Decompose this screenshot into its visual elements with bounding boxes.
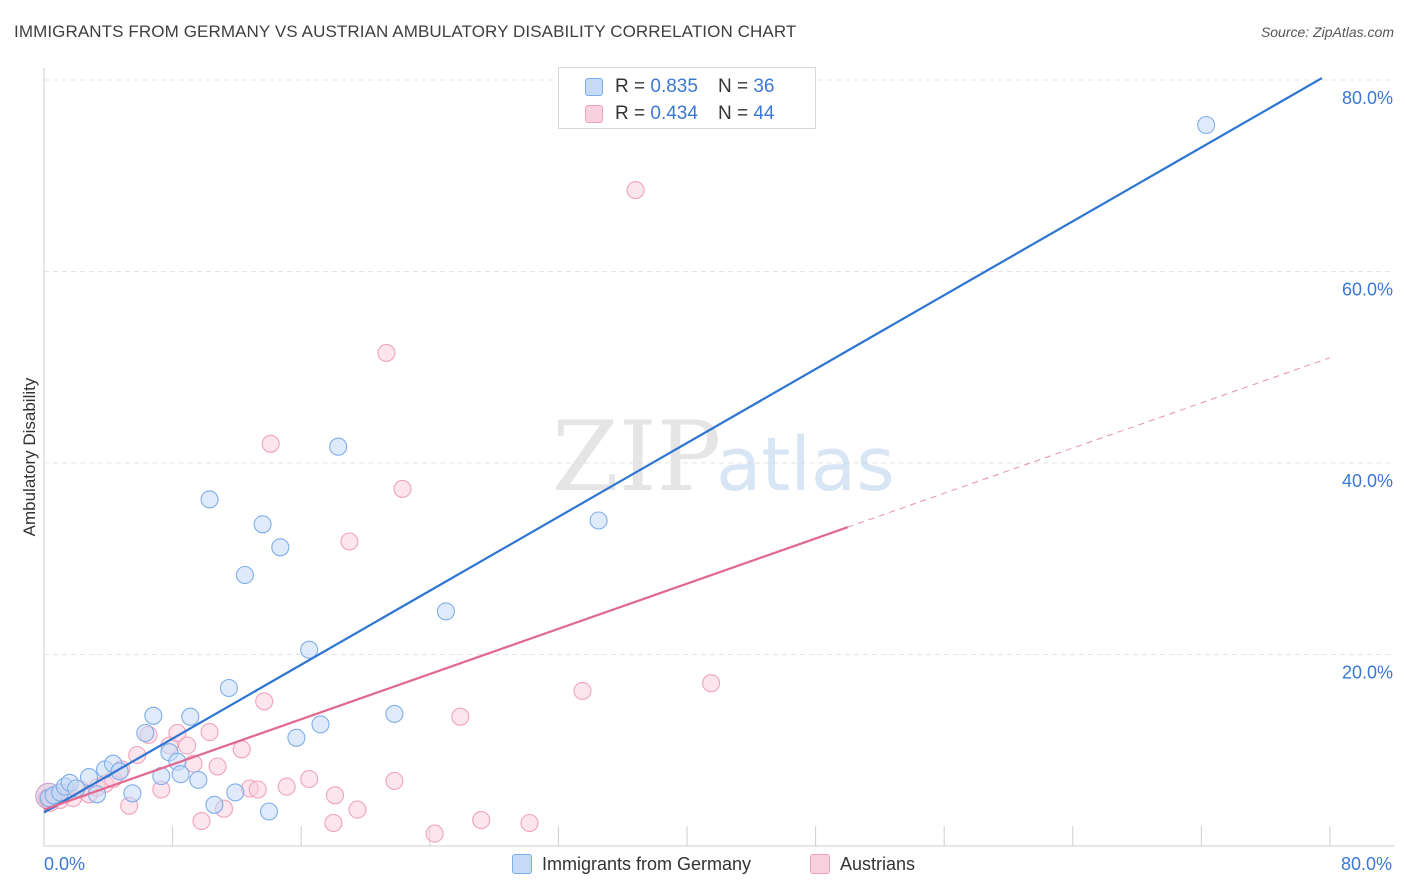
legend-label-austrians: Austrians (840, 853, 916, 874)
scatter-point (261, 434, 280, 453)
scatter-point (436, 602, 455, 621)
scatter-point (178, 736, 197, 755)
scatter-point (219, 678, 238, 698)
scatter-point (393, 479, 412, 498)
legend-r-label: R = (615, 76, 646, 97)
scatter-point (271, 538, 290, 557)
series-germany-points (39, 115, 1216, 821)
legend-item-germany[interactable]: Immigrants from Germany (512, 850, 751, 878)
scatter-point (255, 692, 274, 711)
watermark-zip: ZIP (552, 401, 721, 513)
scatter-point (259, 802, 279, 821)
y-tick-label: 60.0% (1342, 280, 1393, 300)
scatter-point (300, 769, 319, 789)
legend-series: Immigrants from Germany Austrians (0, 850, 1406, 878)
watermark: ZIP atlas (552, 401, 895, 513)
scatter-point (472, 811, 491, 830)
legend-n-value-germany: 36 (753, 76, 775, 97)
scatter-point (451, 707, 470, 726)
scatter-point (144, 706, 163, 725)
scatter-point (702, 674, 721, 693)
y-tick-label: 20.0% (1342, 663, 1393, 683)
scatter-point (324, 813, 343, 833)
scatter-point (181, 707, 200, 726)
legend-stats-row-austrians: R = 0.434 N = 44 (585, 101, 774, 127)
trend-line-austrians-extension (847, 357, 1331, 528)
legend-swatch-germany (512, 854, 532, 874)
trend-line-germany (43, 77, 1323, 814)
chart-title: IMMIGRANTS FROM GERMANY VS AUSTRIAN AMBU… (14, 22, 797, 41)
scatter-point (136, 723, 155, 743)
legend-swatch-austrians (585, 105, 603, 123)
scatter-point (287, 728, 306, 747)
legend-r-value-germany: 0.835 (650, 76, 698, 97)
grid-layer (44, 79, 1394, 655)
scatter-point (425, 824, 444, 843)
x-tick-layer (172, 826, 1331, 846)
legend-n-value-austrians: 44 (753, 103, 775, 124)
scatter-point (300, 640, 319, 659)
trend-layer (43, 77, 1331, 814)
legend-swatch-germany (585, 78, 603, 96)
legend-r-value-austrians: 0.434 (650, 103, 698, 124)
y-tick-label: 80.0% (1342, 88, 1393, 108)
scatter-point (311, 715, 330, 734)
scatter-point (340, 532, 359, 551)
scatter-point (377, 343, 396, 362)
y-axis-label: Ambulatory Disability (20, 377, 39, 536)
scatter-point (200, 723, 219, 742)
scatter-point (348, 800, 367, 819)
scatter-point (123, 784, 142, 803)
legend-n-label: N = (717, 76, 749, 97)
legend-r-label: R = (615, 103, 646, 124)
scatter-point (329, 437, 348, 456)
watermark-atlas: atlas (716, 422, 895, 508)
scatter-point (205, 795, 224, 814)
legend-stats-row-germany: R = 0.835 N = 36 (585, 74, 774, 100)
scatter-point (200, 490, 219, 509)
x-tick-label-min: 0.0% (44, 854, 85, 874)
scatter-point (171, 765, 190, 784)
scatter-point (325, 786, 345, 805)
legend-swatch-austrians (810, 854, 830, 874)
scatter-point (189, 770, 208, 789)
scatter-point (520, 813, 539, 833)
scatter-point (192, 812, 211, 831)
trend-line-austrians (43, 526, 849, 811)
axis-layer (43, 68, 1394, 847)
scatter-point (385, 704, 404, 723)
scatter-point (226, 783, 245, 802)
scatter-point (573, 681, 592, 700)
scatter-point (277, 777, 296, 796)
y-tick-labels: 20.0% 40.0% 60.0% 80.0% (1342, 88, 1393, 683)
x-tick-label-max: 80.0% (1341, 854, 1392, 874)
scatter-point (385, 771, 404, 790)
y-tick-label: 40.0% (1342, 471, 1393, 491)
scatter-point (626, 181, 645, 200)
scatter-point (208, 757, 227, 776)
scatter-point (248, 780, 267, 799)
legend-n-label: N = (717, 103, 749, 124)
legend-stats: R = 0.835 N = 36 R = 0.434 N = 44 (558, 67, 816, 129)
chart-source: Source: ZipAtlas.com (1260, 24, 1394, 40)
scatter-point (589, 511, 608, 530)
scatter-point (235, 565, 254, 585)
scatter-point (253, 515, 272, 534)
scatter-point (1197, 115, 1216, 135)
legend-item-austrians[interactable]: Austrians (810, 850, 915, 878)
legend-label-germany: Immigrants from Germany (542, 853, 752, 874)
